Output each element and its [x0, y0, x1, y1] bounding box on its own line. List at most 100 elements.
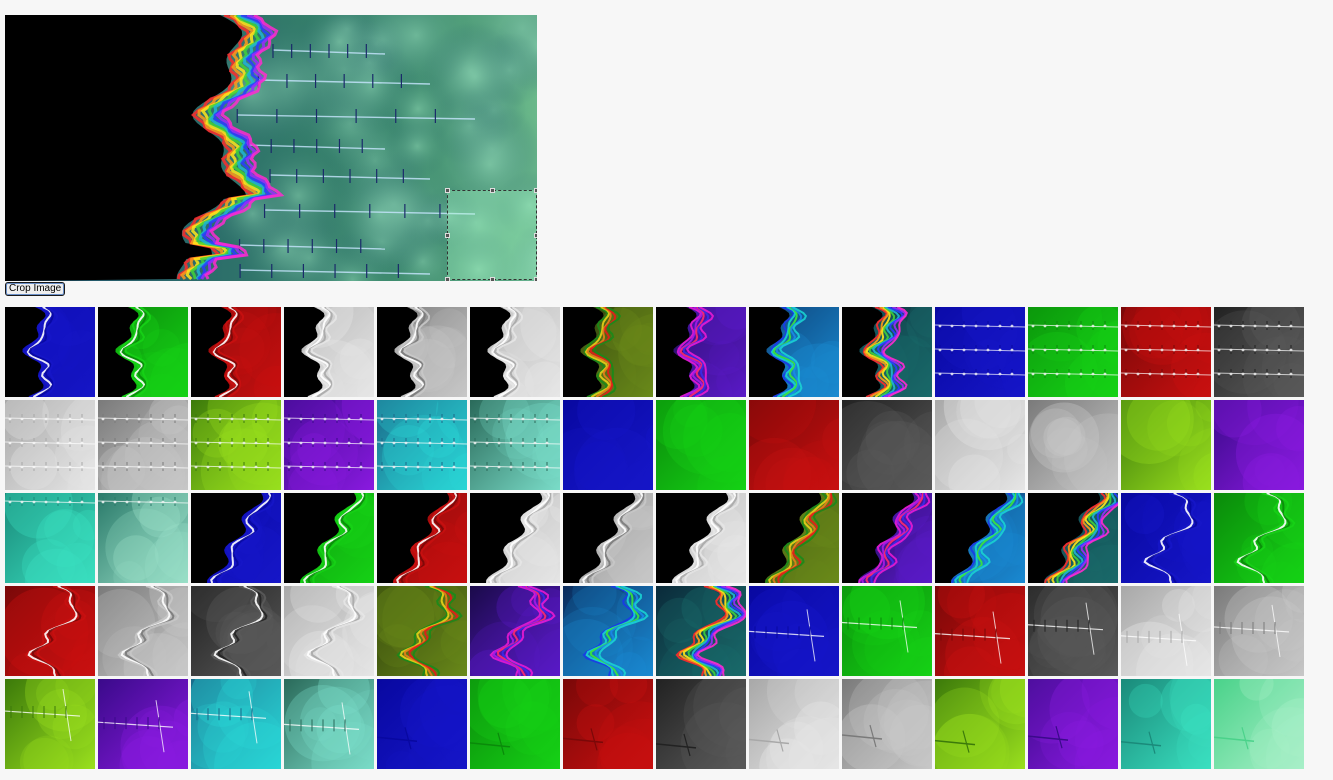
fractal-thumbnail[interactable] [5, 307, 95, 397]
fractal-thumbnail[interactable] [377, 679, 467, 769]
thumbnail-image [749, 586, 839, 676]
thumbnail-image [842, 493, 932, 583]
fractal-thumbnail[interactable] [5, 679, 95, 769]
fractal-thumbnail[interactable] [749, 586, 839, 676]
fractal-thumbnail[interactable] [656, 493, 746, 583]
thumbnail-image [377, 400, 467, 490]
fractal-thumbnail[interactable] [563, 307, 653, 397]
fractal-thumbnail[interactable] [656, 307, 746, 397]
thumbnail-image [5, 493, 95, 583]
thumbnail-image [656, 307, 746, 397]
fractal-thumbnail[interactable] [749, 493, 839, 583]
fractal-thumbnail[interactable] [1028, 679, 1118, 769]
fractal-thumbnail[interactable] [377, 307, 467, 397]
fractal-thumbnail[interactable] [470, 493, 560, 583]
fractal-thumbnail[interactable] [191, 307, 281, 397]
fractal-thumbnail[interactable] [98, 679, 188, 769]
fractal-thumbnail[interactable] [284, 400, 374, 490]
fractal-thumbnail[interactable] [191, 493, 281, 583]
fractal-thumbnail[interactable] [470, 679, 560, 769]
fractal-thumbnail[interactable] [749, 679, 839, 769]
fractal-thumbnail[interactable] [1121, 493, 1211, 583]
crop-handle-bottom[interactable] [490, 277, 495, 281]
fractal-thumbnail[interactable] [5, 493, 95, 583]
fractal-thumbnail[interactable] [1028, 400, 1118, 490]
fractal-thumbnail[interactable] [1028, 586, 1118, 676]
crop-handle-top-left[interactable] [445, 188, 450, 193]
fractal-thumbnail[interactable] [935, 586, 1025, 676]
thumbnail-image [842, 679, 932, 769]
fractal-thumbnail[interactable] [842, 400, 932, 490]
thumbnail-image [749, 493, 839, 583]
fractal-thumbnail[interactable] [1214, 307, 1304, 397]
fractal-image-canvas[interactable] [5, 15, 537, 281]
fractal-thumbnail[interactable] [842, 586, 932, 676]
fractal-thumbnail[interactable] [377, 400, 467, 490]
thumbnail-image [98, 493, 188, 583]
fractal-thumbnail[interactable] [1214, 400, 1304, 490]
crop-handle-bottom-right[interactable] [534, 277, 537, 281]
fractal-thumbnail[interactable] [191, 586, 281, 676]
fractal-thumbnail[interactable] [935, 493, 1025, 583]
fractal-thumbnail[interactable] [656, 400, 746, 490]
fractal-thumbnail[interactable] [935, 307, 1025, 397]
fractal-thumbnail[interactable] [284, 679, 374, 769]
fractal-thumbnail[interactable] [842, 307, 932, 397]
thumbnail-image [656, 400, 746, 490]
fractal-thumbnail[interactable] [1214, 586, 1304, 676]
fractal-thumbnail[interactable] [1028, 307, 1118, 397]
crop-selection-box[interactable] [445, 188, 537, 281]
crop-handle-bottom-left[interactable] [445, 277, 450, 281]
thumbnail-image [1028, 586, 1118, 676]
fractal-thumbnail[interactable] [1214, 493, 1304, 583]
fractal-thumbnail[interactable] [749, 307, 839, 397]
fractal-thumbnail[interactable] [1028, 493, 1118, 583]
thumbnail-image [377, 493, 467, 583]
fractal-thumbnail[interactable] [98, 586, 188, 676]
fractal-thumbnail[interactable] [98, 400, 188, 490]
fractal-thumbnail[interactable] [563, 400, 653, 490]
thumbnail-image [284, 679, 374, 769]
fractal-thumbnail[interactable] [563, 679, 653, 769]
fractal-thumbnail[interactable] [470, 400, 560, 490]
fractal-thumbnail[interactable] [377, 586, 467, 676]
fractal-thumbnail[interactable] [1121, 307, 1211, 397]
fractal-thumbnail[interactable] [935, 400, 1025, 490]
thumbnail-image [563, 679, 653, 769]
fractal-thumbnail[interactable] [1121, 586, 1211, 676]
fractal-thumbnail[interactable] [98, 307, 188, 397]
fractal-thumbnail[interactable] [284, 307, 374, 397]
fractal-thumbnail[interactable] [842, 493, 932, 583]
fractal-thumbnail[interactable] [191, 679, 281, 769]
fractal-thumbnail[interactable] [377, 493, 467, 583]
crop-handle-right[interactable] [534, 233, 537, 238]
thumbnail-image [563, 400, 653, 490]
fractal-thumbnail[interactable] [563, 493, 653, 583]
fractal-thumbnail[interactable] [191, 400, 281, 490]
thumbnail-image [656, 493, 746, 583]
fractal-thumbnail[interactable] [470, 586, 560, 676]
thumbnail-image [935, 493, 1025, 583]
fractal-thumbnail[interactable] [1214, 679, 1304, 769]
crop-handle-top-right[interactable] [534, 188, 537, 193]
fractal-thumbnail[interactable] [5, 400, 95, 490]
fractal-thumbnail[interactable] [656, 586, 746, 676]
fractal-thumbnail[interactable] [98, 493, 188, 583]
crop-image-button[interactable]: Crop Image [5, 282, 66, 296]
fractal-thumbnail[interactable] [656, 679, 746, 769]
fractal-thumbnail[interactable] [470, 307, 560, 397]
fractal-thumbnail[interactable] [1121, 679, 1211, 769]
thumbnail-image [1121, 307, 1211, 397]
fractal-thumbnail[interactable] [1121, 400, 1211, 490]
fractal-thumbnail[interactable] [284, 493, 374, 583]
fractal-thumbnail[interactable] [749, 400, 839, 490]
crop-handle-top[interactable] [490, 188, 495, 193]
crop-handle-left[interactable] [445, 233, 450, 238]
fractal-thumbnail[interactable] [284, 586, 374, 676]
thumbnail-image [5, 400, 95, 490]
fractal-thumbnail[interactable] [5, 586, 95, 676]
fractal-thumbnail[interactable] [563, 586, 653, 676]
fractal-thumbnail[interactable] [842, 679, 932, 769]
thumbnail-image [1214, 400, 1304, 490]
fractal-thumbnail[interactable] [935, 679, 1025, 769]
